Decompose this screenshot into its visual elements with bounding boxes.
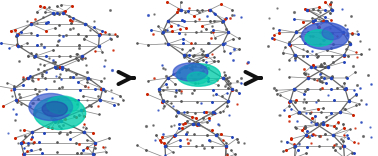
Ellipse shape: [173, 63, 208, 81]
Ellipse shape: [29, 93, 73, 120]
Ellipse shape: [177, 64, 220, 86]
Ellipse shape: [42, 102, 67, 117]
Ellipse shape: [301, 22, 349, 49]
Ellipse shape: [322, 26, 342, 40]
Ellipse shape: [46, 96, 79, 114]
Ellipse shape: [34, 97, 86, 129]
Ellipse shape: [305, 30, 333, 46]
Ellipse shape: [187, 72, 208, 84]
